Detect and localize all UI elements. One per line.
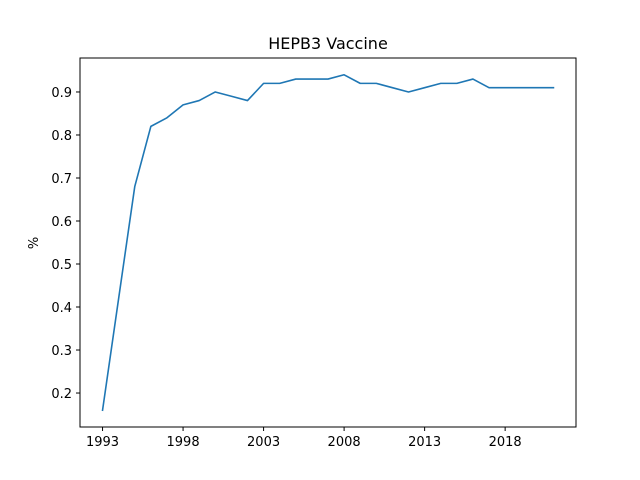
x-axis-ticks: 1993 1998 2003 2008 2013 2018 <box>86 427 522 450</box>
x-tick-label: 1993 <box>86 435 119 450</box>
y-tick-label: 0.3 <box>51 344 72 359</box>
y-tick-label: 0.8 <box>51 129 72 144</box>
x-tick-label: 2008 <box>328 435 361 450</box>
y-tick-label: 0.9 <box>51 86 72 101</box>
y-tick-label: 0.4 <box>51 301 72 316</box>
x-tick-label: 2003 <box>247 435 280 450</box>
plot-frame <box>79 57 577 428</box>
x-tick-label: 2018 <box>489 435 522 450</box>
x-tick-label: 2013 <box>408 435 441 450</box>
y-axis-label: % <box>27 237 42 249</box>
y-tick-label: 0.6 <box>51 215 72 230</box>
y-tick-label: 0.7 <box>51 172 72 187</box>
y-tick-label: 0.5 <box>51 258 72 273</box>
plot-series <box>101 73 555 412</box>
y-axis-ticks: 0.2 0.3 0.4 0.5 0.6 0.7 0.8 0.9 <box>51 86 80 402</box>
series-line <box>101 73 555 412</box>
x-tick-label: 1998 <box>167 435 200 450</box>
y-tick-label: 0.2 <box>51 387 72 402</box>
chart-title: HEPB3 Vaccine <box>268 34 388 53</box>
